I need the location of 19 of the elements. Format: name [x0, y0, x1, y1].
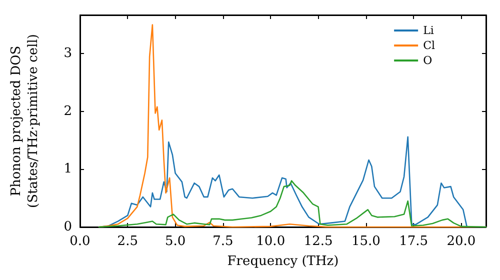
x-tick-label: 7.5: [212, 234, 234, 249]
y-tick-label: 0: [64, 220, 72, 234]
x-tick-label: 17.5: [399, 234, 428, 249]
y-tick-label: 3: [64, 46, 72, 62]
x-tick-label: 15.0: [351, 234, 380, 249]
x-tick-label: 10.0: [256, 234, 286, 249]
x-tick-label: 0.0: [70, 234, 90, 249]
legend-label: Li: [423, 24, 434, 37]
legend-label: Cl: [423, 39, 436, 52]
x-tick-label: 20.0: [446, 234, 476, 249]
x-tick-label: 5.0: [164, 234, 186, 249]
legend-label: O: [423, 54, 432, 67]
x-tick-label: 2.5: [117, 234, 138, 249]
x-tick-label: 12.5: [304, 234, 333, 249]
x-axis-title: Frequency (THz): [227, 254, 339, 269]
y-axis-title: Phonon projected DOS (States/THz·primitive cell): [9, 34, 41, 208]
y-tick-label: 2: [64, 104, 72, 119]
line-series: [98, 180, 487, 228]
y-tick-label: 1: [64, 162, 72, 177]
